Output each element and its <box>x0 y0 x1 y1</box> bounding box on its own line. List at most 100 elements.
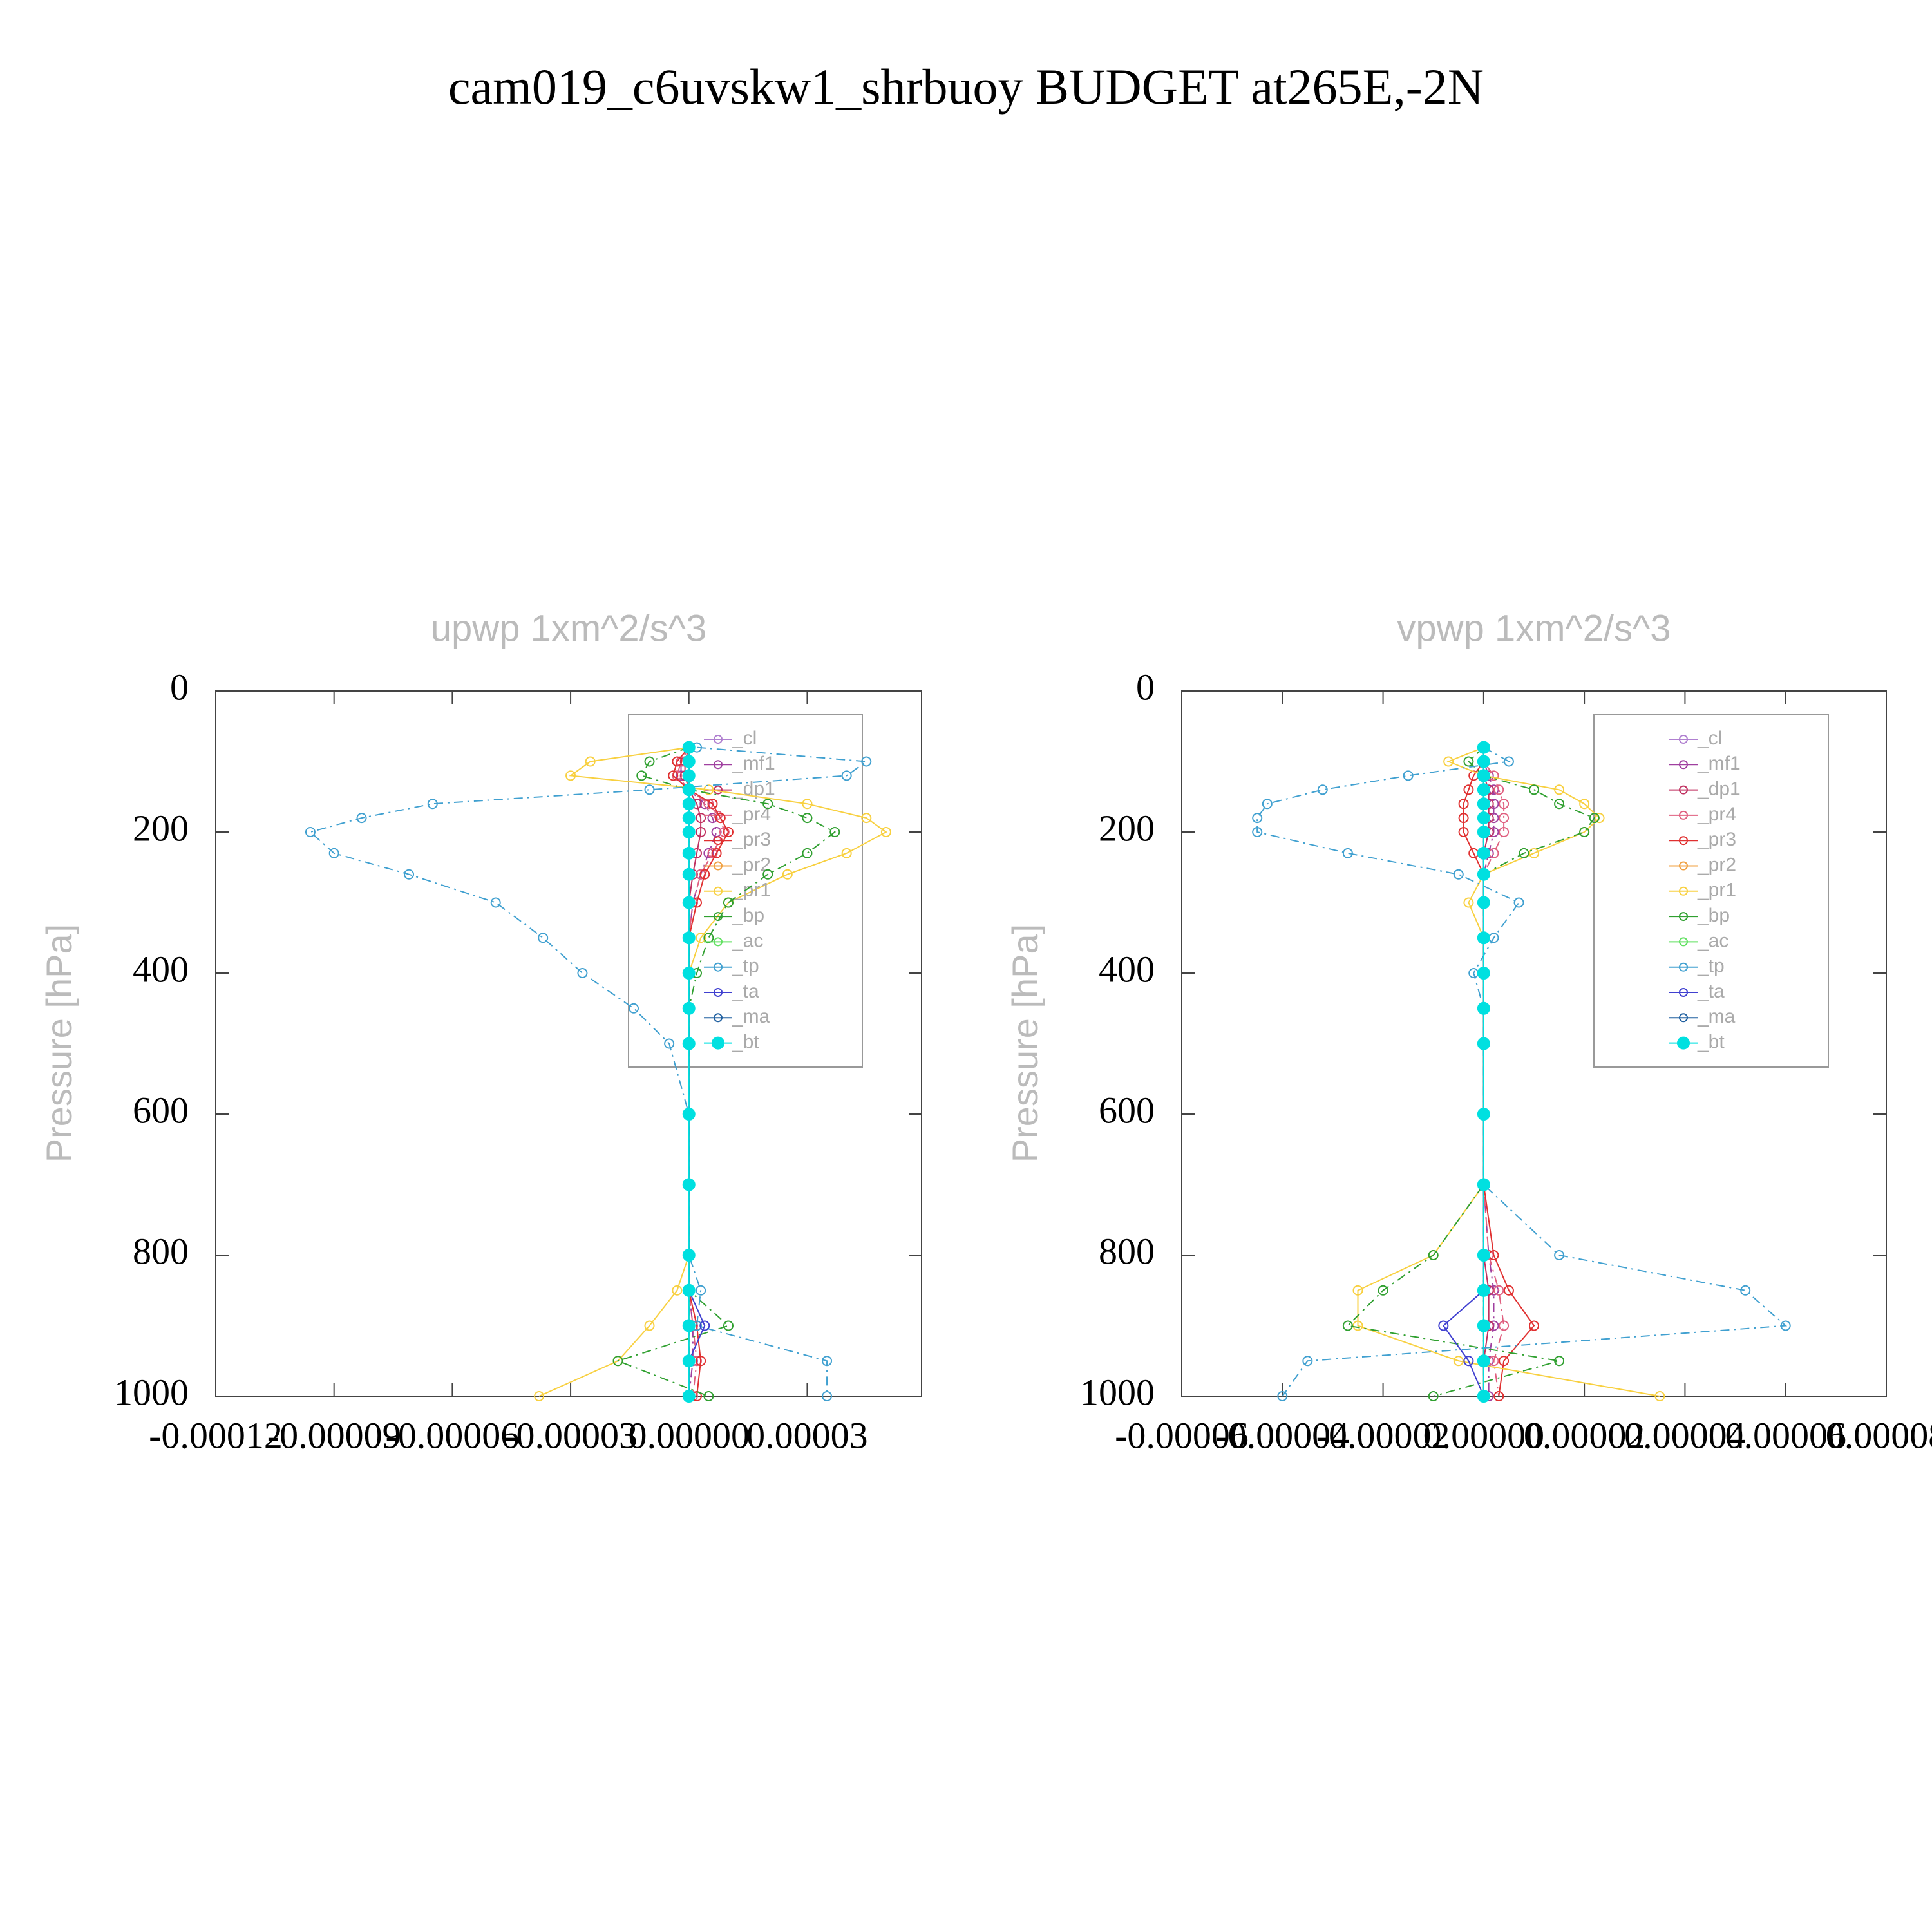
y-tick-label: 1000 <box>1080 1371 1155 1413</box>
series-marker <box>1503 1285 1514 1296</box>
series-marker <box>1252 827 1263 837</box>
series-marker <box>1477 846 1490 860</box>
series-marker <box>1579 827 1590 837</box>
legend-label: _ma <box>732 1006 770 1027</box>
series-marker <box>1780 1320 1791 1331</box>
legend-label: _pr2 <box>732 854 771 875</box>
series-marker <box>1503 756 1514 767</box>
legend-marker <box>714 937 723 947</box>
series-marker <box>682 1354 696 1368</box>
legend-box <box>628 714 863 1068</box>
legend-label: _mf1 <box>1697 753 1741 774</box>
series-marker <box>1252 813 1263 824</box>
series-marker <box>762 799 773 810</box>
chart: upwp 1xm^2/s^3 Pressure [hPa] 0 200 400 600 80… <box>39 607 922 1456</box>
legend-marker <box>714 760 723 770</box>
y-tick-label: 600 <box>133 1089 189 1131</box>
y-tick-label: 400 <box>1099 948 1155 990</box>
series-marker <box>1342 848 1353 858</box>
series-marker <box>1352 1285 1363 1296</box>
series-marker <box>577 968 588 978</box>
x-tick-label: -0.00002 <box>1316 1414 1450 1456</box>
series-marker <box>1458 827 1469 837</box>
legend-marker <box>712 1036 724 1050</box>
legend-label: _tp <box>732 956 759 977</box>
series-marker <box>682 1249 696 1262</box>
series-marker <box>880 827 891 837</box>
legend-marker <box>1679 962 1688 972</box>
y-axis-label: Pressure [hPa] <box>1005 924 1045 1162</box>
series-marker <box>328 848 339 858</box>
series-marker <box>1499 813 1510 824</box>
series-marker <box>1477 769 1490 782</box>
plot-frame <box>1181 690 1887 1397</box>
legend-marker <box>1679 912 1688 922</box>
legend-marker <box>1679 1013 1688 1023</box>
series-marker <box>841 848 852 858</box>
x-tick-label: -0.00003 <box>504 1414 638 1456</box>
series-marker <box>829 827 840 837</box>
legend-marker <box>1679 937 1688 947</box>
legend-marker <box>1679 988 1688 997</box>
legend-marker <box>1677 1036 1690 1050</box>
series-marker <box>1453 869 1464 880</box>
series-marker <box>1477 811 1490 825</box>
legend-label: _bp <box>1697 905 1730 926</box>
series-marker <box>699 1320 710 1331</box>
series-marker <box>1453 1356 1464 1367</box>
series-marker <box>682 1283 696 1297</box>
y-tick-label: 800 <box>133 1230 189 1272</box>
series-marker <box>1499 1356 1510 1367</box>
series-marker <box>723 1320 734 1331</box>
series-marker <box>538 933 549 943</box>
series-marker <box>1654 1391 1665 1401</box>
y-tick-label: 1000 <box>114 1371 189 1413</box>
series-marker <box>1477 1283 1490 1297</box>
series-marker <box>715 813 726 824</box>
series-marker <box>1302 1356 1313 1367</box>
series-marker <box>1493 1391 1504 1401</box>
series-marker <box>1317 784 1328 795</box>
series-marker <box>1519 848 1530 858</box>
y-tick-label: 800 <box>1099 1230 1155 1272</box>
y-tick-label: 200 <box>133 807 189 849</box>
legend-marker <box>1679 836 1688 846</box>
series-marker <box>1477 755 1490 768</box>
series-marker <box>629 1003 639 1014</box>
series-marker <box>305 827 316 837</box>
series-marker <box>1554 1356 1565 1367</box>
series-marker <box>682 797 696 811</box>
series-marker <box>1342 1320 1353 1331</box>
legend-label: _ac <box>1697 930 1728 951</box>
series-marker <box>1499 799 1510 810</box>
series-marker <box>802 813 813 824</box>
series-marker <box>1554 1250 1565 1260</box>
legend-label: _bp <box>732 905 764 926</box>
series-marker <box>696 1285 706 1296</box>
x-tick-label: 0.00002 <box>1524 1414 1645 1456</box>
series-marker <box>1477 1108 1490 1121</box>
series-marker <box>707 813 718 824</box>
legend-label: _cl <box>1697 728 1722 749</box>
series-marker <box>585 756 596 767</box>
series-marker <box>1477 1001 1490 1015</box>
series-marker <box>861 756 872 767</box>
legend-marker <box>1679 760 1688 770</box>
series-marker <box>1499 1320 1510 1331</box>
series-marker <box>1477 1354 1490 1368</box>
series-marker <box>534 1391 545 1401</box>
legend-label: _pr3 <box>1697 829 1736 850</box>
x-tick-label: 0.00000 <box>1423 1414 1545 1456</box>
series-marker <box>762 869 773 880</box>
series-marker <box>703 1391 714 1401</box>
legend-marker <box>714 810 723 820</box>
series-marker <box>682 967 696 980</box>
series-marker <box>612 1356 623 1367</box>
series-line <box>1256 746 1788 1397</box>
series-marker <box>682 1037 696 1050</box>
legend-marker <box>1679 810 1688 820</box>
series-marker <box>802 848 813 858</box>
series-marker <box>356 813 367 824</box>
series-marker <box>682 1390 696 1403</box>
